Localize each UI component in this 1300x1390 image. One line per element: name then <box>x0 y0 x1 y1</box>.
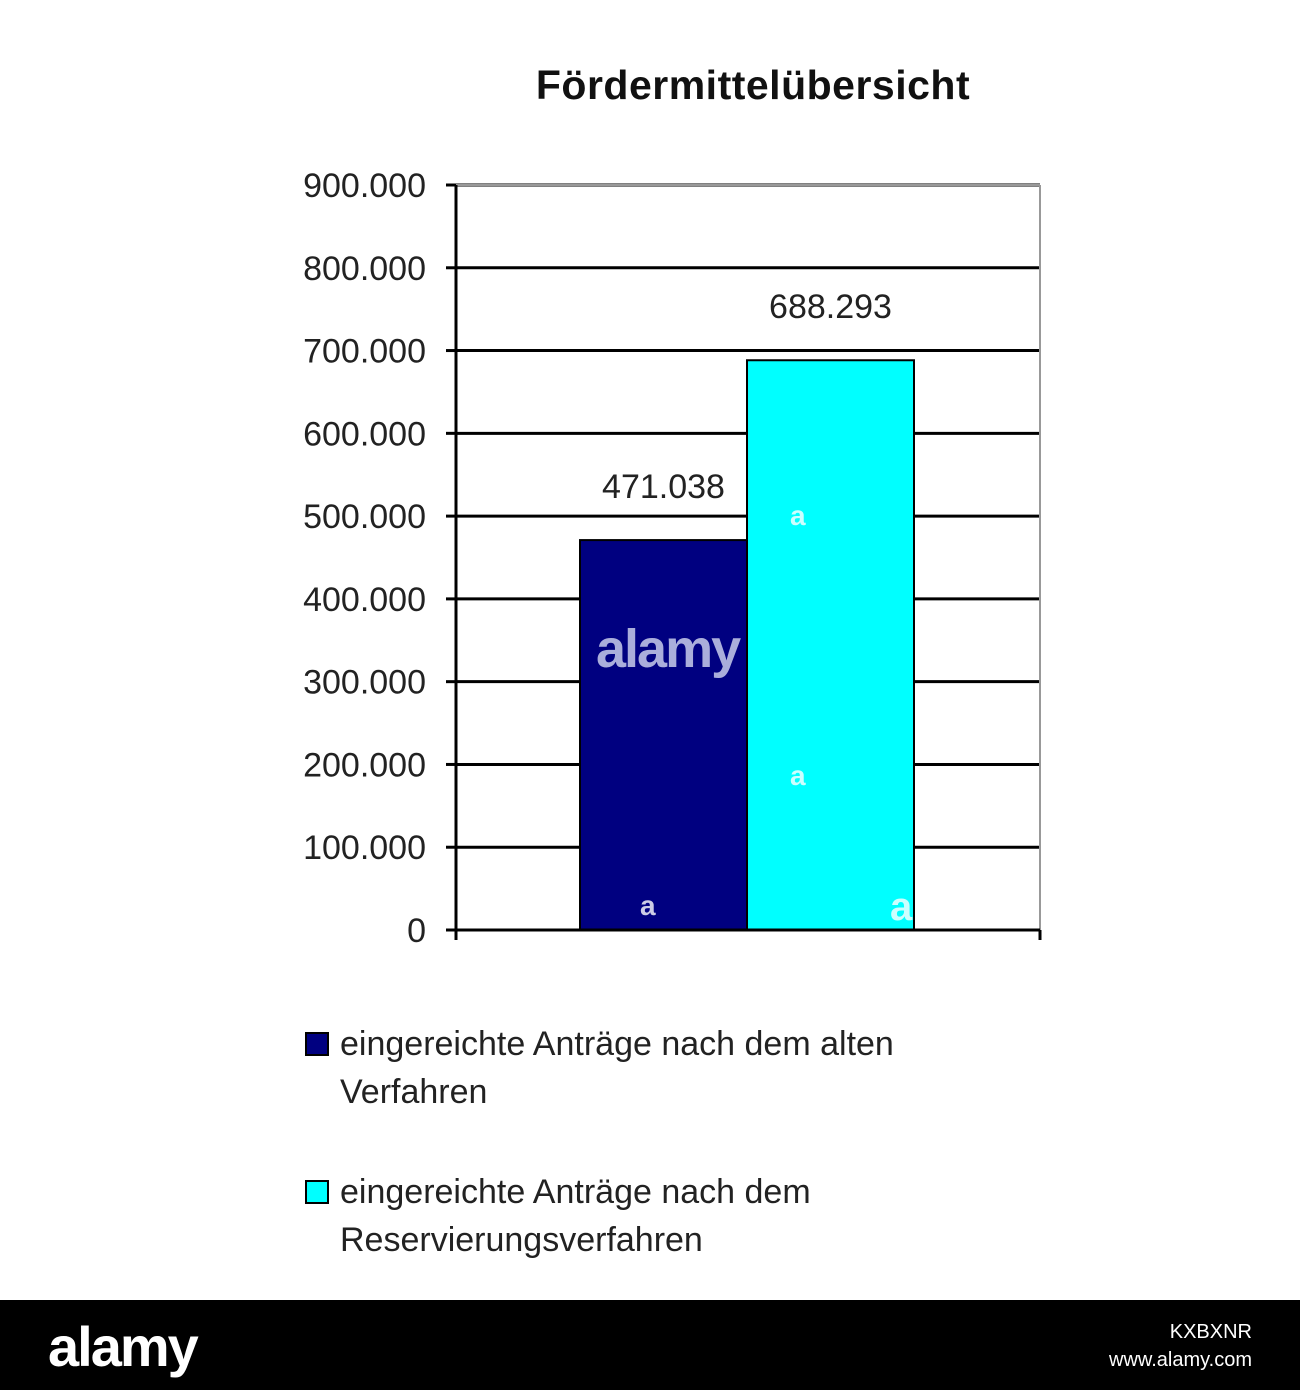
watermark-small-mark-3: a <box>640 890 656 921</box>
legend-label-reservation-procedure: eingereichte Anträge nach dem Reservieru… <box>340 1173 811 1259</box>
y-tick-label: 600.000 <box>303 415 426 453</box>
bar-reservation-procedure <box>746 359 915 931</box>
footer-site: www.alamy.com <box>1109 1349 1252 1371</box>
legend-label-old-procedure: eingereichte Anträge nach dem alten Verf… <box>340 1025 894 1111</box>
bar-chart: 0 100.000 200.000 300.000 400.000 500.000 600.… <box>303 167 1042 950</box>
legend-swatch-navy <box>305 1032 329 1056</box>
watermark-small-mark-4: a <box>890 885 913 929</box>
y-tick-label: 700.000 <box>303 333 426 371</box>
y-tick-label: 100.000 <box>303 829 426 867</box>
footer-logo: alamy <box>48 1315 199 1378</box>
y-tick-labels: 0 100.000 200.000 300.000 400.000 500.000 600.… <box>303 167 426 950</box>
watermark-footer: alamy KXBXNR www.alamy.com <box>0 1300 1300 1390</box>
footer-image-id: KXBXNR <box>1169 1321 1252 1343</box>
data-label: 688.293 <box>769 288 892 326</box>
chart-title: Fördermittelübersicht <box>535 62 971 108</box>
y-tick-label: 400.000 <box>303 581 426 619</box>
axes <box>446 183 1042 940</box>
y-tick-label: 0 <box>407 912 426 950</box>
y-tick-label: 200.000 <box>303 746 426 784</box>
y-tick-label: 800.000 <box>303 250 426 288</box>
bar-old-procedure <box>579 539 748 931</box>
data-label: 471.038 <box>602 468 725 506</box>
bars <box>579 359 915 931</box>
watermark-bar-logo: alamy <box>596 619 741 679</box>
chart-area: Fördermittelübersicht 0 100.000 200.000 300… <box>303 62 1042 1259</box>
y-tick-label: 300.000 <box>303 664 426 702</box>
y-tick-label: 900.000 <box>303 167 426 205</box>
legend-swatch-cyan <box>305 1180 329 1204</box>
footer-image-info: KXBXNR www.alamy.com <box>1109 1318 1252 1374</box>
watermark-small-mark-2: a <box>790 760 806 791</box>
watermark-small-mark-1: a <box>790 500 806 531</box>
y-tick-label: 500.000 <box>303 498 426 536</box>
data-labels: 471.038 688.293 <box>602 288 892 506</box>
